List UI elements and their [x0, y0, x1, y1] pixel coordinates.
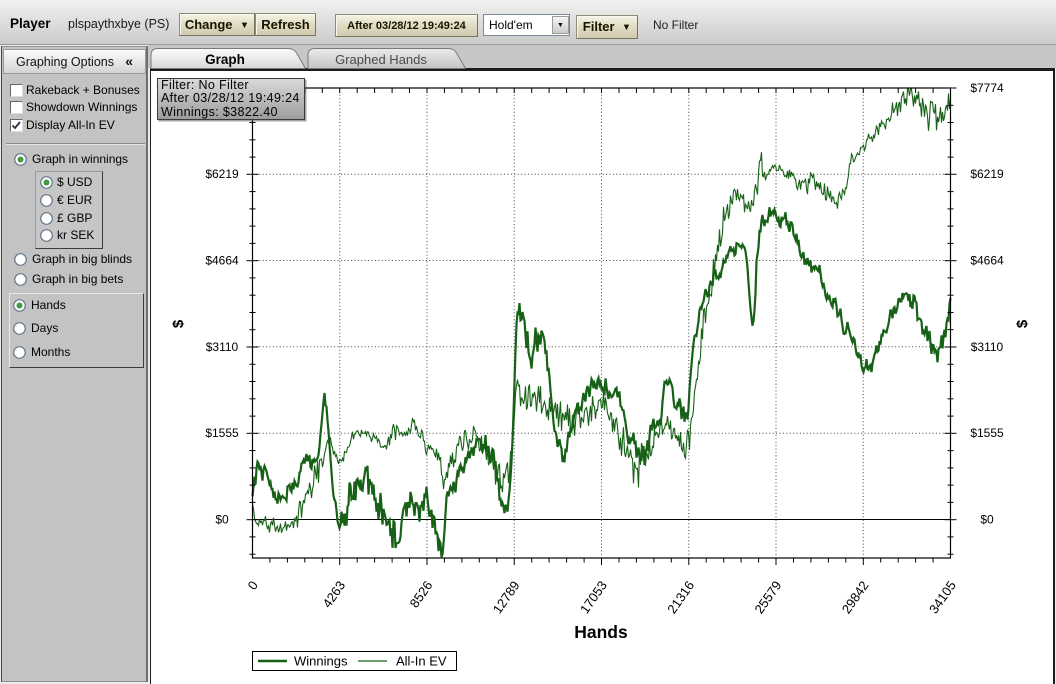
- svg-text:$3110: $3110: [206, 340, 239, 354]
- svg-text:$: $: [1014, 319, 1031, 328]
- svg-text:$4664: $4664: [205, 254, 239, 268]
- svg-text:$6219: $6219: [970, 167, 1004, 181]
- svg-text:0: 0: [245, 578, 261, 593]
- svg-text:$7774: $7774: [970, 81, 1004, 95]
- svg-text:4263: 4263: [319, 578, 348, 610]
- svg-text:21316: 21316: [664, 578, 697, 616]
- svg-text:$0: $0: [215, 513, 229, 527]
- svg-text:34105: 34105: [926, 578, 959, 616]
- svg-text:$0: $0: [980, 513, 994, 527]
- svg-text:$4664: $4664: [970, 254, 1004, 268]
- svg-text:Graph: Graph: [205, 52, 245, 67]
- svg-text:$1555: $1555: [970, 426, 1004, 440]
- svg-text:12789: 12789: [490, 578, 523, 616]
- svg-text:Winnings: Winnings: [294, 654, 348, 669]
- svg-text:17053: 17053: [577, 578, 610, 616]
- svg-text:25579: 25579: [751, 578, 784, 616]
- svg-text:29842: 29842: [839, 578, 872, 616]
- svg-text:Graphed Hands: Graphed Hands: [335, 52, 427, 67]
- svg-text:Hands: Hands: [574, 622, 628, 642]
- svg-text:8526: 8526: [407, 578, 436, 610]
- svg-text:$6219: $6219: [205, 167, 239, 181]
- svg-text:$: $: [170, 319, 187, 328]
- svg-text:All-In EV: All-In EV: [396, 654, 447, 669]
- svg-text:$1555: $1555: [205, 426, 239, 440]
- svg-text:$3110: $3110: [971, 340, 1004, 354]
